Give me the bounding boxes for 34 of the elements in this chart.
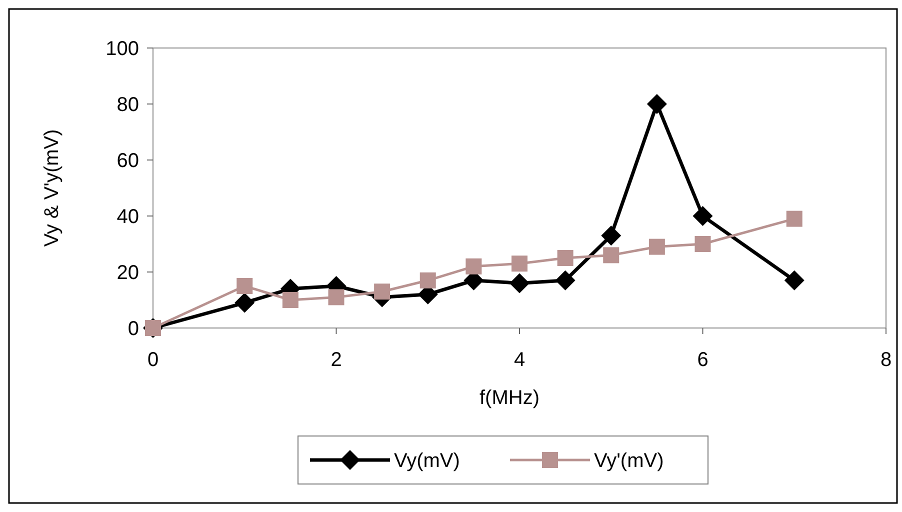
y-tick-label: 60 <box>116 150 139 172</box>
point <box>510 273 530 294</box>
point <box>646 94 667 114</box>
point <box>512 256 528 272</box>
point <box>374 284 390 300</box>
point <box>786 210 802 227</box>
point <box>692 206 713 226</box>
point <box>236 278 253 294</box>
y-tick-label: 40 <box>116 206 139 228</box>
legend-label: Vy'(mV) <box>594 450 664 472</box>
point <box>234 292 255 313</box>
y-tick-label: 0 <box>128 318 139 340</box>
x-tick-label: 2 <box>330 349 342 371</box>
x-axis-title: f(MHz) <box>480 387 540 409</box>
y-tick-label: 100 <box>106 38 139 60</box>
x-tick-label: 0 <box>147 349 159 371</box>
point <box>557 250 574 266</box>
point <box>328 289 344 306</box>
point <box>282 292 298 308</box>
point <box>466 258 482 274</box>
x-tick-label: 6 <box>697 349 708 371</box>
point <box>603 247 620 264</box>
point <box>420 272 436 288</box>
legend-label: Vy(mV) <box>394 450 460 472</box>
y-tick-label: 20 <box>116 262 139 284</box>
point <box>555 270 576 290</box>
y-tick-label: 80 <box>116 94 139 116</box>
point <box>784 270 804 290</box>
y-axis-title: Vy & V'y(mV) <box>41 129 63 247</box>
x-tick-label: 4 <box>514 349 526 371</box>
point <box>601 226 622 246</box>
point <box>648 238 665 255</box>
point <box>694 236 711 252</box>
x-tick-label: 8 <box>880 349 892 371</box>
